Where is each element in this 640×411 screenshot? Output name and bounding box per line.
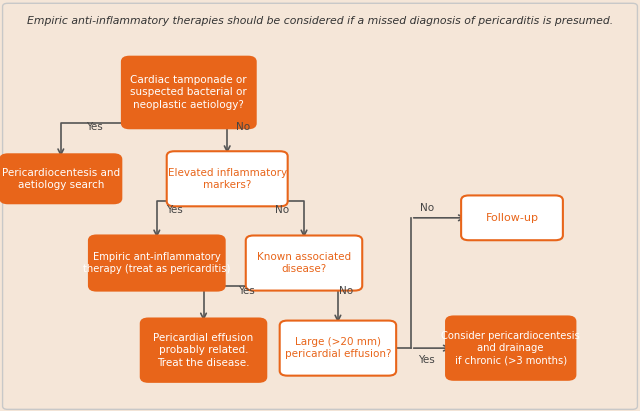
Text: Yes: Yes — [86, 122, 103, 132]
FancyBboxPatch shape — [280, 321, 396, 376]
Text: Large (>20 mm)
pericardial effusion?: Large (>20 mm) pericardial effusion? — [285, 337, 391, 359]
FancyBboxPatch shape — [446, 316, 575, 380]
Text: Pericardiocentesis and
aetiology search: Pericardiocentesis and aetiology search — [2, 168, 120, 190]
FancyBboxPatch shape — [0, 155, 122, 203]
FancyBboxPatch shape — [122, 57, 255, 128]
Text: Elevated inflammatory
markers?: Elevated inflammatory markers? — [168, 168, 287, 190]
Text: Consider pericardiocentesis
and drainage
if chronic (>3 months): Consider pericardiocentesis and drainage… — [442, 331, 580, 365]
Text: Follow-up: Follow-up — [486, 213, 538, 223]
FancyBboxPatch shape — [461, 196, 563, 240]
Text: Yes: Yes — [238, 286, 255, 296]
Text: Yes: Yes — [166, 206, 182, 215]
Text: No: No — [275, 206, 289, 215]
Text: Empiric anti-inflammatory therapies should be considered if a missed diagnosis o: Empiric anti-inflammatory therapies shou… — [27, 16, 613, 25]
Text: Cardiac tamponade or
suspected bacterial or
neoplastic aetiology?: Cardiac tamponade or suspected bacterial… — [131, 75, 247, 110]
Text: No: No — [236, 122, 250, 132]
FancyBboxPatch shape — [89, 236, 225, 291]
Text: Pericardial effusion
probably related.
Treat the disease.: Pericardial effusion probably related. T… — [154, 333, 253, 367]
FancyBboxPatch shape — [166, 151, 287, 206]
Text: Empiric ant-inflammatory
therapy (treat as pericarditis): Empiric ant-inflammatory therapy (treat … — [83, 252, 230, 274]
Text: Known associated
disease?: Known associated disease? — [257, 252, 351, 274]
Text: Yes: Yes — [419, 356, 435, 365]
FancyBboxPatch shape — [141, 319, 266, 382]
Text: No: No — [420, 203, 434, 212]
FancyBboxPatch shape — [246, 236, 362, 291]
Text: No: No — [339, 286, 353, 296]
